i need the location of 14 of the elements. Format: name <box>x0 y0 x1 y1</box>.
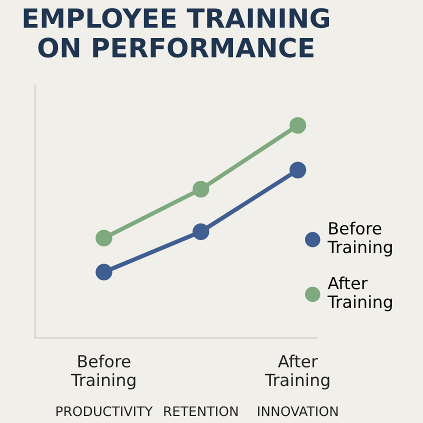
x-tick-label: INNOVATION <box>258 406 338 416</box>
text: After Training <box>264 354 330 390</box>
chart-title: EMPLOYEE TRAINING ON PERFORMANCE <box>24 8 329 58</box>
x-tick-label: PRODUCTIVITY <box>56 406 153 416</box>
text: Before Training <box>71 354 136 390</box>
x-tick-label: RETENTION <box>164 406 238 416</box>
point <box>192 180 210 198</box>
point <box>290 117 306 134</box>
point <box>96 230 112 246</box>
point <box>96 264 112 280</box>
point <box>192 223 210 240</box>
point <box>290 162 306 178</box>
legend-label: After Training <box>328 276 392 312</box>
legend-label: Before Training <box>328 222 392 256</box>
